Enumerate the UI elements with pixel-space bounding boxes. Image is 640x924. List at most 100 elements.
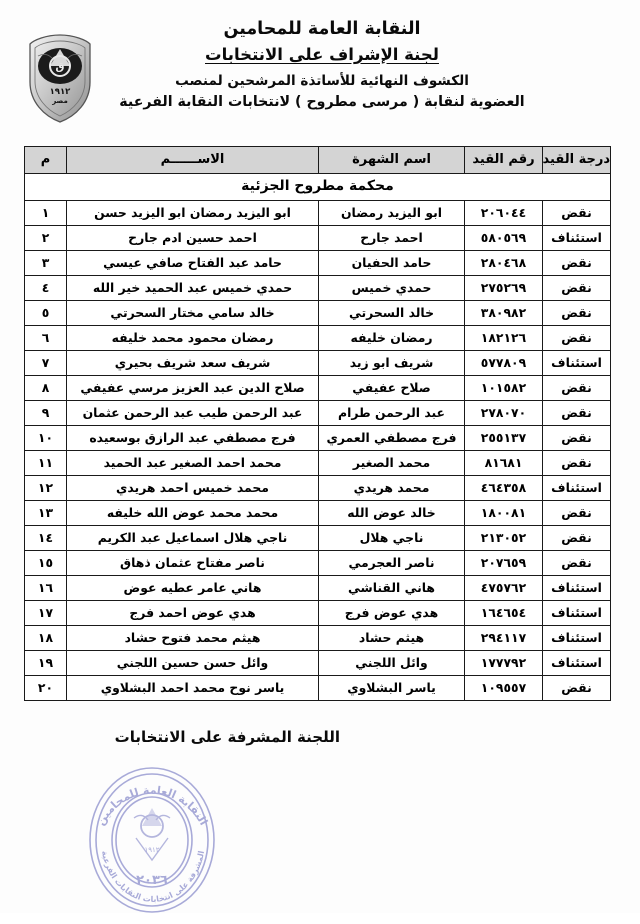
candidate-fame-name: محمد هريدي	[318, 475, 465, 501]
committee-title: لجنة الإشراف على الانتخابات	[205, 44, 439, 64]
candidate-name: رمضان محمود محمد خليفه	[66, 325, 319, 351]
candidate-fame-name: محمد الصغير	[318, 450, 465, 476]
candidate-seq: ١٩	[24, 650, 67, 676]
table-row: استئناف ١٧٧٧٩٢ وائل اللجني وائل حسن حسين ال…	[24, 650, 611, 676]
table-row: نقض ٢٧٥٢٦٩ حمدي خميس حمدي خميس عبد الحميد خ…	[24, 275, 611, 301]
column-header-fame-name: اسم الشهرة	[318, 146, 465, 174]
candidate-reg-no: ١٧٧٧٩٢	[464, 650, 543, 676]
candidate-reg-degree: نقض	[542, 550, 611, 576]
candidate-seq: ٨	[24, 375, 67, 401]
candidate-seq: ١٣	[24, 500, 67, 526]
candidate-reg-no: ٢٧٥٢٦٩	[464, 275, 543, 301]
candidate-reg-degree: نقض	[542, 275, 611, 301]
document-subtitle-line2: العضوية لنقابة ( مرسى مطروح ) لانتخابات …	[119, 94, 525, 111]
table-row: نقض ٢٨٠٤٦٨ حامد الحفيان حامد عبد الفتاح صاف…	[24, 250, 611, 276]
candidate-fame-name: حامد الحفيان	[318, 250, 465, 276]
candidate-name: حامد عبد الفتاح صافي عيسي	[66, 250, 319, 276]
table-row: نقض ٢٠٦٠٤٤ ابو اليزيد رمضان ابو اليزيد رمضا…	[24, 200, 611, 226]
candidate-fame-name: ناصر العجرمي	[318, 550, 465, 576]
candidate-seq: ٦	[24, 325, 67, 351]
candidate-seq: ٢	[24, 225, 67, 251]
candidate-reg-no: ١٠٩٥٥٧	[464, 675, 543, 701]
table-row: استئناف ٥٨٠٥٦٩ احمد جارح احمد حسين ادم جارح…	[24, 225, 611, 251]
candidate-name: فرج مصطفي عبد الرازق بوسعيده	[66, 425, 319, 451]
column-header-reg-degree: درجة القيد	[542, 146, 611, 174]
candidate-fame-name: عبد الرحمن طرام	[318, 400, 465, 426]
candidate-reg-no: ٢٠٦٠٤٤	[464, 200, 543, 226]
svg-text:ق: ق	[56, 62, 65, 73]
candidate-seq: ١٨	[24, 625, 67, 651]
candidate-reg-degree: استئناف	[542, 575, 611, 601]
candidate-seq: ١٠	[24, 425, 67, 451]
candidate-reg-no: ٤٦٤٣٥٨	[464, 475, 543, 501]
emblem-country-text: مصر	[51, 97, 68, 105]
candidate-name: محمد احمد الصغير عبد الحميد	[66, 450, 319, 476]
candidate-reg-no: ٢١٣٠٥٢	[464, 525, 543, 551]
candidate-reg-no: ٤٧٥٧٦٢	[464, 575, 543, 601]
column-header-reg-no: رقم القيد	[464, 146, 543, 174]
table-header-row: درجة القيد رقم القيد اسم الشهرة الاســــ…	[24, 146, 611, 174]
candidate-reg-no: ١٨٢١٢٦	[464, 325, 543, 351]
candidate-fame-name: رمضان خليفه	[318, 325, 465, 351]
candidates-table-container: درجة القيد رقم القيد اسم الشهرة الاســــ…	[24, 146, 611, 701]
candidate-seq: ٩	[24, 400, 67, 426]
candidate-reg-degree: استئناف	[542, 225, 611, 251]
candidate-fame-name: هاني القناشي	[318, 575, 465, 601]
candidate-fame-name: وائل اللجني	[318, 650, 465, 676]
candidate-name: وائل حسن حسين اللجني	[66, 650, 319, 676]
candidate-reg-degree: استئناف	[542, 350, 611, 376]
table-row: استئناف ٤٧٥٧٦٢ هاني القناشي هاني عامر عطيه …	[24, 575, 611, 601]
candidates-table: درجة القيد رقم القيد اسم الشهرة الاســــ…	[24, 146, 611, 701]
candidate-reg-no: ٥٨٠٥٦٩	[464, 225, 543, 251]
candidate-name: خالد سامي مختار السحرتي	[66, 300, 319, 326]
official-stamp-icon: ١٩١٢ ٢٠٣٦ النقابة العامة للمحامين المشرف…	[68, 760, 236, 920]
candidate-name: ياسر نوح محمد احمد البشلاوي	[66, 675, 319, 701]
candidate-seq: ٣	[24, 250, 67, 276]
court-section-row: محكمة مطروح الجزئية	[24, 173, 611, 201]
candidate-reg-degree: نقض	[542, 300, 611, 326]
table-row: نقض ٢٠٧٦٥٩ ناصر العجرمي ناصر مفتاح عثمان ذه…	[24, 550, 611, 576]
court-section-label: محكمة مطروح الجزئية	[24, 173, 611, 201]
candidate-reg-degree: نقض	[542, 400, 611, 426]
document-footer: اللجنة المشرفة على الانتخابات ١٩١٢ ٢	[0, 728, 640, 913]
candidate-name: ناصر مفتاح عثمان ذهاق	[66, 550, 319, 576]
column-header-name: الاســــــم	[66, 146, 319, 174]
candidate-reg-no: ١٦٤٦٥٤	[464, 600, 543, 626]
candidate-reg-no: ٥٧٧٨٠٩	[464, 350, 543, 376]
candidate-name: محمد محمد عوض الله خليفه	[66, 500, 319, 526]
candidate-reg-no: ٨١٦٨١	[464, 450, 543, 476]
candidate-seq: ١٢	[24, 475, 67, 501]
candidate-seq: ١٦	[24, 575, 67, 601]
candidate-seq: ١٥	[24, 550, 67, 576]
candidate-reg-degree: نقض	[542, 200, 611, 226]
candidate-name: احمد حسين ادم جارح	[66, 225, 319, 251]
candidate-name: هيثم محمد فتوح حشاد	[66, 625, 319, 651]
candidate-seq: ٧	[24, 350, 67, 376]
candidate-reg-degree: نقض	[542, 325, 611, 351]
emblem-year-text: ١٩١٢	[50, 87, 72, 97]
candidate-fame-name: هيثم حشاد	[318, 625, 465, 651]
candidate-reg-degree: استئناف	[542, 625, 611, 651]
candidate-seq: ١١	[24, 450, 67, 476]
candidate-name: شريف سعد شريف بحيري	[66, 350, 319, 376]
document-header: ق ١٩١٢ مصر النقابة العامة للمحامين لجنة …	[0, 18, 640, 143]
candidate-reg-no: ١٠١٥٨٢	[464, 375, 543, 401]
table-row: نقض ١٨٢١٢٦ رمضان خليفه رمضان محمود محمد خلي…	[24, 325, 611, 351]
organization-title: النقابة العامة للمحامين	[223, 19, 421, 39]
candidate-reg-degree: استئناف	[542, 475, 611, 501]
candidate-fame-name: ابو اليزيد رمضان	[318, 200, 465, 226]
candidate-seq: ١٧	[24, 600, 67, 626]
table-row: استئناف ٢٩٤١١٧ هيثم حشاد هيثم محمد فتوح حشا…	[24, 625, 611, 651]
table-row: نقض ٨١٦٨١ محمد الصغير محمد احمد الصغير عبد …	[24, 450, 611, 476]
candidate-name: هدي عوض احمد فرج	[66, 600, 319, 626]
candidate-fame-name: فرج مصطفي العمري	[318, 425, 465, 451]
document-subtitle-line1: الكشوف النهائية للأساتذة المرشحين لمنصب	[175, 72, 469, 89]
table-row: استئناف ٤٦٤٣٥٨ محمد هريدي محمد خميس احمد هر…	[24, 475, 611, 501]
footer-committee-signature: اللجنة المشرفة على الانتخابات	[114, 728, 340, 746]
candidate-reg-degree: نقض	[542, 675, 611, 701]
table-body: محكمة مطروح الجزئية نقض ٢٠٦٠٤٤ ابو اليزيد …	[24, 173, 611, 701]
candidate-name: ناجي هلال اسماعيل عبد الكريم	[66, 525, 319, 551]
candidate-reg-no: ٢٥٥١٣٧	[464, 425, 543, 451]
bar-association-emblem-icon: ق ١٩١٢ مصر	[24, 32, 96, 124]
